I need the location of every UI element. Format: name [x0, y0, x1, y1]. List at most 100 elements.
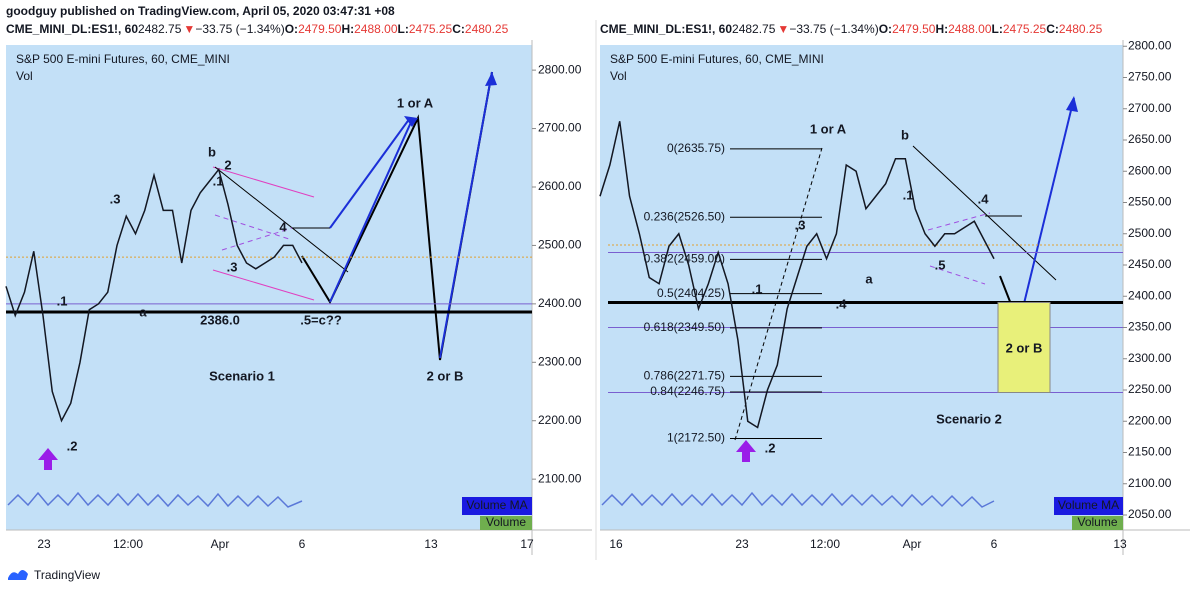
- y-tick-label: 2400.00: [538, 296, 582, 310]
- annotation: .3: [795, 217, 806, 232]
- y-tick-label: 2050.00: [1128, 507, 1172, 521]
- annotation: .1: [57, 293, 68, 308]
- y-tick-label: 2250.00: [1128, 382, 1172, 396]
- ohlc-value: 2479.50: [298, 22, 342, 36]
- x-tick-label: 16: [609, 537, 623, 551]
- symbol: CME_MINI_DL:ES1!, 60: [6, 22, 138, 36]
- up-arrow: [736, 440, 756, 462]
- annotation: 2 or B: [427, 368, 464, 383]
- symbol: CME_MINI_DL:ES1!, 60: [600, 22, 732, 36]
- legend-box: [462, 497, 532, 515]
- ohlc-label: O:: [879, 22, 892, 36]
- annotation: 4: [279, 219, 287, 234]
- legend-label: Volume MA: [1058, 498, 1119, 512]
- y-tick-label: 2800.00: [538, 62, 582, 76]
- annotation: 1 or A: [810, 121, 847, 136]
- down-icon: ▼: [183, 22, 195, 36]
- ohlc-label: C:: [452, 22, 465, 36]
- legend-box: [480, 516, 532, 530]
- down-icon: ▼: [777, 22, 789, 36]
- ohlc-label: H:: [935, 22, 948, 36]
- x-tick-label: 12:00: [113, 537, 143, 551]
- ohlc-label: C:: [1046, 22, 1059, 36]
- fib-label: 0.84(2246.75): [650, 384, 725, 398]
- ohlc-value: 2475.25: [409, 22, 453, 36]
- fib-label: 0.786(2271.75): [644, 369, 725, 383]
- y-tick-label: 2800.00: [1128, 38, 1172, 52]
- annotation: .2: [765, 440, 776, 455]
- y-tick-label: 2550.00: [1128, 195, 1172, 209]
- legend-label: Volume: [486, 515, 526, 529]
- path-arrow: [329, 119, 413, 303]
- annotation: 2386.0: [200, 312, 240, 327]
- ohlc-value: 2480.25: [465, 22, 509, 36]
- legend-label: Volume: [1077, 515, 1117, 529]
- ohlc-value: 2479.50: [892, 22, 936, 36]
- subtitle: Vol: [610, 69, 627, 83]
- ohlc-value: 2475.25: [1003, 22, 1047, 36]
- quote: CME_MINI_DL:ES1!, 602482.75 ▼−33.75 (−1.3…: [6, 22, 509, 36]
- annotation: b: [208, 144, 216, 159]
- y-tick-label: 2300.00: [1128, 351, 1172, 365]
- annotation: .4: [836, 296, 848, 311]
- y-tick-label: 2100.00: [1128, 476, 1172, 490]
- annotation: Scenario 2: [936, 411, 1002, 426]
- fib-diagonal: [734, 147, 823, 441]
- trend-line: [927, 212, 991, 231]
- y-tick-label: 2600.00: [538, 179, 582, 193]
- target-box: [997, 302, 1051, 393]
- ohlc-value: 2488.00: [948, 22, 992, 36]
- last-price: 2482.75: [732, 22, 776, 36]
- ohlc-label: L:: [398, 22, 409, 36]
- y-tick-label: 2500.00: [1128, 226, 1172, 240]
- annotation: Scenario 1: [209, 368, 275, 383]
- annotation: .3: [110, 191, 121, 206]
- path-arrow: [1019, 97, 1075, 321]
- arrow-head: [404, 116, 418, 127]
- path-arrow: [329, 117, 411, 229]
- annotation: .3: [227, 259, 238, 274]
- y-tick-label: 2350.00: [1128, 320, 1172, 334]
- y-tick-label: 2300.00: [538, 354, 582, 368]
- price-line: [599, 121, 995, 429]
- trend-line: [212, 166, 315, 198]
- publisher: goodguy published on TradingView.com, Ap…: [6, 4, 395, 18]
- y-tick-label: 2600.00: [1128, 163, 1172, 177]
- y-tick-label: 2450.00: [1128, 257, 1172, 271]
- x-tick-label: 23: [735, 537, 749, 551]
- fib-label: 0.618(2349.50): [644, 320, 725, 334]
- annotation: .4: [978, 191, 990, 206]
- chart-title: S&P 500 E-mini Futures, 60, CME_MINI: [610, 52, 824, 66]
- trend-line: [912, 145, 1057, 281]
- last-price: 2482.75: [138, 22, 182, 36]
- trend-line: [214, 166, 349, 273]
- ohlc-value: 2480.25: [1059, 22, 1103, 36]
- trend-line: [929, 265, 986, 285]
- trend-line: [221, 227, 293, 251]
- annotation: b: [901, 127, 909, 142]
- x-tick-label: 6: [299, 537, 306, 551]
- chart-layer: goodguy published on TradingView.com, Ap…: [5, 4, 1172, 582]
- fib-label: 1(2172.50): [667, 431, 725, 445]
- annotation: .5=c??: [300, 312, 342, 327]
- path-arrow: [439, 71, 493, 359]
- y-tick-label: 2700.00: [538, 121, 582, 135]
- y-tick-label: 2400.00: [1128, 288, 1172, 302]
- plot-bg: [600, 45, 1123, 530]
- annotation: .1: [752, 281, 763, 296]
- fib-label: 0.236(2526.50): [644, 209, 725, 223]
- legend-label: Volume MA: [466, 498, 527, 512]
- x-tick-label: 13: [424, 537, 438, 551]
- y-tick-label: 2650.00: [1128, 132, 1172, 146]
- y-tick-label: 2500.00: [538, 238, 582, 252]
- trend-line: [212, 269, 315, 301]
- up-arrow: [38, 448, 58, 470]
- change: −33.75 (−1.34%): [789, 22, 878, 36]
- chart-title: S&P 500 E-mini Futures, 60, CME_MINI: [16, 52, 230, 66]
- ohlc-label: H:: [341, 22, 354, 36]
- y-tick-label: 2200.00: [1128, 413, 1172, 427]
- annotation: .1: [903, 187, 914, 202]
- y-tick-label: 2750.00: [1128, 70, 1172, 84]
- annotation: .1: [213, 173, 224, 188]
